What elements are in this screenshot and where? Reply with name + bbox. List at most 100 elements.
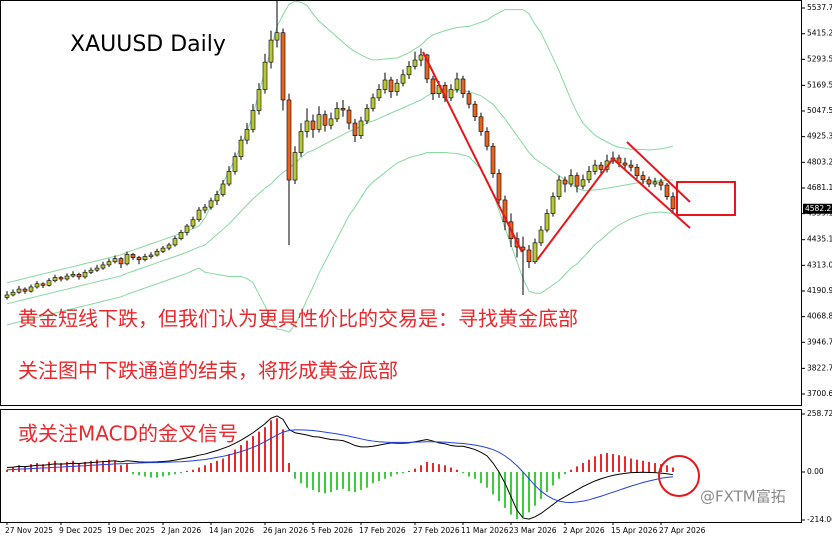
candle-body	[544, 213, 550, 231]
candle-body	[130, 254, 136, 258]
histogram-bar	[480, 472, 482, 484]
histogram-bar	[600, 454, 602, 473]
x-tick-label: 27 Nov 2025	[5, 526, 53, 535]
candle-body	[52, 277, 58, 281]
histogram-bar	[390, 472, 392, 477]
histogram-bar	[654, 463, 656, 473]
histogram-bar	[570, 469, 572, 473]
candle-body	[484, 131, 490, 147]
candle-body	[460, 78, 466, 94]
candle-body	[64, 275, 70, 280]
histogram-bar	[138, 472, 140, 476]
candle-body	[406, 66, 412, 76]
histogram-bar	[114, 460, 116, 473]
histogram-bar	[234, 449, 236, 473]
histogram-bar	[594, 456, 596, 473]
histogram-bar	[582, 463, 584, 473]
candle-body	[562, 179, 568, 185]
histogram-bar	[84, 461, 86, 473]
candle-body	[82, 271, 88, 278]
price-panel-frame	[0, 0, 802, 406]
candle-body	[322, 114, 328, 126]
x-tick-label: 15 Apr 2026	[611, 526, 658, 535]
histogram-bar	[618, 455, 620, 473]
channel-line	[611, 157, 691, 229]
candle-body	[88, 269, 94, 273]
histogram-bar	[534, 472, 536, 506]
histogram-bar	[396, 472, 398, 475]
candle-body	[334, 108, 340, 120]
trend-line	[536, 159, 613, 261]
histogram-bar	[492, 472, 494, 495]
watermark: @FXTM富拓	[700, 488, 786, 506]
y-tick-label: 4068.85	[807, 312, 832, 321]
histogram-bar	[468, 472, 470, 477]
candle-body	[10, 291, 16, 296]
candle-body	[124, 254, 130, 265]
x-tick-label: 27 Feb 2026	[413, 526, 460, 535]
y-tick-label: 5415.25	[807, 29, 832, 38]
candle-body	[226, 171, 232, 185]
candle-body	[292, 152, 298, 181]
histogram-bar	[90, 460, 92, 473]
candle-body	[640, 175, 646, 181]
histogram-bar	[498, 472, 500, 502]
histogram-bar	[606, 452, 608, 473]
candle-body	[568, 175, 574, 185]
trend-line	[422, 51, 523, 253]
histogram-bar	[408, 470, 410, 473]
candle-body	[382, 79, 388, 90]
histogram-bar	[444, 465, 446, 473]
candle-body	[670, 196, 676, 210]
histogram-bar	[438, 464, 440, 473]
candle-body	[172, 238, 178, 246]
histogram-bar	[666, 465, 668, 473]
current-price-box	[803, 203, 832, 214]
candle-body	[340, 108, 346, 111]
candle-body	[538, 229, 544, 244]
candle-body	[496, 173, 502, 201]
histogram-bar	[192, 469, 194, 473]
candle-body	[28, 286, 34, 292]
candle-body	[556, 179, 562, 197]
histogram-bar	[378, 472, 380, 481]
candle-body	[112, 258, 118, 263]
histogram-bar	[414, 468, 416, 473]
candle-body	[364, 108, 370, 122]
candle-body	[238, 139, 244, 158]
histogram-bar	[420, 465, 422, 473]
candle-body	[196, 209, 202, 221]
candle-body	[526, 249, 532, 263]
candle-body	[394, 82, 400, 92]
candle-body	[310, 120, 316, 130]
histogram-bar	[384, 472, 386, 479]
histogram-bar	[288, 463, 290, 473]
histogram-bar	[528, 472, 530, 513]
histogram-bar	[366, 472, 368, 488]
candle-body	[430, 78, 436, 94]
candle-body	[532, 242, 538, 263]
candle-body	[118, 258, 124, 265]
candle-body	[184, 225, 190, 233]
histogram-bar	[318, 472, 320, 493]
histogram-bar	[342, 472, 344, 489]
histogram-bar	[372, 472, 374, 484]
histogram-bar	[294, 472, 296, 479]
x-tick-label: 23 Mar 2026	[509, 526, 557, 535]
histogram-bar	[252, 436, 254, 473]
histogram-bar	[186, 470, 188, 473]
candle-body	[166, 244, 172, 249]
candle-body	[154, 250, 160, 256]
candle-body	[208, 200, 214, 208]
candle-body	[256, 89, 262, 111]
histogram-bar	[624, 456, 626, 473]
candle-body	[94, 267, 100, 271]
chart-title: XAUUSD Daily	[70, 32, 226, 57]
histogram-bar	[552, 472, 554, 486]
candle-body	[622, 162, 628, 166]
histogram-bar	[486, 472, 488, 488]
histogram-bar	[258, 431, 260, 473]
histogram-bar	[510, 472, 512, 515]
histogram-bar	[462, 472, 464, 474]
